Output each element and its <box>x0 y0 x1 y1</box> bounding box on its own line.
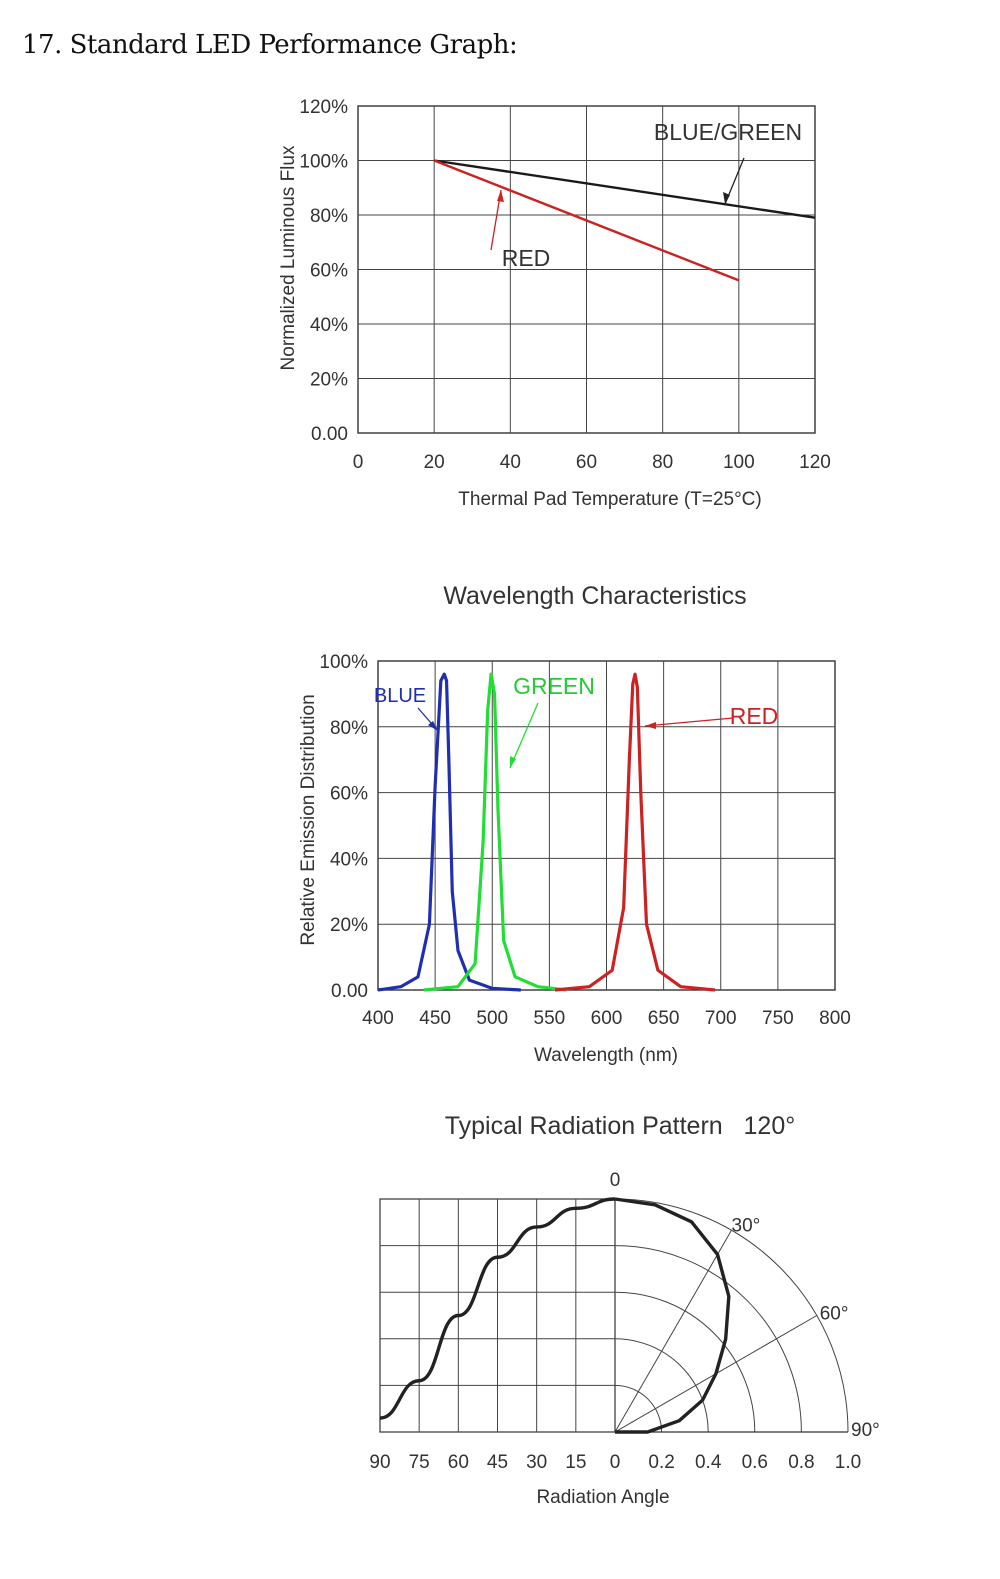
flux-x-tick-label: 100 <box>723 452 755 473</box>
wavelength-x-tick-label: 750 <box>762 1008 794 1029</box>
flux-x-tick-label: 120 <box>799 452 831 473</box>
radiation-angle-tick-label: 15 <box>565 1452 586 1473</box>
flux-series-line-0 <box>433 159 816 219</box>
radiation-x-axis-label: Radiation Angle <box>536 1487 669 1508</box>
flux-x-tick-label: 80 <box>652 452 673 473</box>
wavelength-grid <box>377 660 836 991</box>
wavelength-pointer-green-head <box>510 756 516 768</box>
flux-y-tick-label: 60% <box>310 261 348 282</box>
radiation-polar-label: 60° <box>820 1304 849 1325</box>
radiation-intensity-tick-label: 0.2 <box>648 1452 674 1473</box>
flux-x-tick-label: 40 <box>500 452 521 473</box>
radiation-polar-label: 30° <box>732 1215 761 1236</box>
wavelength-x-ticks: 400 450 500 550 600 650 700 750 800 <box>362 1008 851 1029</box>
wavelength-x-axis-label: Wavelength (nm) <box>534 1045 678 1066</box>
radiation-arc <box>614 1291 756 1433</box>
wavelength-x-tick-label: 500 <box>476 1008 508 1029</box>
radiation-chart-title: Typical Radiation Pattern 120° <box>445 1112 795 1140</box>
radiation-arc <box>614 1384 663 1433</box>
page-heading: 17. Standard LED Performance Graph: <box>22 30 518 60</box>
flux-x-tick-label: 0 <box>353 452 364 473</box>
wavelength-x-tick-label: 700 <box>705 1008 737 1029</box>
radiation-intensity-tick-label: 0.4 <box>695 1452 722 1473</box>
wavelength-series-line-1 <box>423 672 567 992</box>
wavelength-x-tick-label: 800 <box>819 1008 851 1029</box>
radiation-grid <box>379 1198 849 1433</box>
flux-x-tick-label: 20 <box>424 452 445 473</box>
radiation-polar-label-90: 90° <box>851 1420 880 1441</box>
flux-y-tick-label: 0.00 <box>311 424 348 445</box>
wavelength-chart: Wavelength Characteristics 0.00 20% 40% 60%… <box>298 582 851 1066</box>
wavelength-series <box>377 672 716 992</box>
radiation-angle-tick-label: 45 <box>487 1452 508 1473</box>
radiation-angle-tick-label: 30 <box>526 1452 547 1473</box>
flux-y-tick-label: 40% <box>310 315 348 336</box>
wavelength-legend-red: RED <box>730 703 779 729</box>
wavelength-x-tick-label: 600 <box>591 1008 623 1029</box>
wavelength-x-tick-label: 400 <box>362 1008 394 1029</box>
wavelength-y-tick-label: 60% <box>330 784 368 805</box>
radiation-angle-tick-label: 90 <box>369 1452 390 1473</box>
wavelength-chart-title: Wavelength Characteristics <box>443 582 746 610</box>
wavelength-x-tick-label: 450 <box>419 1008 451 1029</box>
radiation-polar-label-0: 0 <box>610 1170 621 1191</box>
wavelength-y-tick-label: 20% <box>330 915 368 936</box>
wavelength-legend-blue: BLUE <box>374 685 426 707</box>
wavelength-y-tick-label: 0.00 <box>331 981 368 1002</box>
flux-legend-blue-green: BLUE/GREEN <box>654 119 802 145</box>
radiation-intensity-tick-label: 0.6 <box>742 1452 768 1473</box>
wavelength-y-axis-label: Relative Emission Distribution <box>298 694 319 945</box>
flux-chart: 0.00 20% 40% 60% 80% 100% 120% 0 20 40 60 80 100 120… <box>278 97 831 510</box>
radiation-chart: Typical Radiation Pattern 120° 90 75 60 45 3… <box>369 1112 879 1508</box>
flux-legend-red: RED <box>502 245 551 271</box>
wavelength-pointer-red <box>644 717 734 727</box>
radiation-arc <box>614 1198 849 1433</box>
radiation-radial-line <box>614 1229 732 1433</box>
radiation-angle-tick-label: 60 <box>448 1452 469 1473</box>
wavelength-pointer-red-head <box>645 722 656 729</box>
wavelength-y-tick-label: 40% <box>330 849 368 870</box>
radiation-arc <box>614 1245 802 1433</box>
flux-y-axis-label: Normalized Luminous Flux <box>278 145 299 370</box>
flux-pointer-blue-green-head <box>723 192 730 204</box>
flux-grid <box>357 105 816 434</box>
radiation-angle-tick-label: 75 <box>409 1452 430 1473</box>
wavelength-y-tick-label: 100% <box>319 652 368 673</box>
flux-x-ticks: 0 20 40 60 80 100 120 <box>353 452 831 473</box>
flux-y-ticks: 0.00 20% 40% 60% 80% 100% 120% <box>299 97 348 445</box>
radiation-intensity-tick-label: 1.0 <box>835 1452 861 1473</box>
flux-x-axis-label: Thermal Pad Temperature (T=25°C) <box>458 489 761 510</box>
radiation-angle-tick-label: 0 <box>610 1452 621 1473</box>
flux-x-tick-label: 60 <box>576 452 597 473</box>
wavelength-x-tick-label: 650 <box>648 1008 680 1029</box>
wavelength-x-tick-label: 550 <box>534 1008 566 1029</box>
radiation-polar-curve <box>614 1197 731 1434</box>
radiation-intensity-tick-label: 0.8 <box>788 1452 814 1473</box>
flux-series <box>433 159 816 282</box>
flux-series-line-1 <box>433 159 740 282</box>
wavelength-pointer-green <box>509 702 539 769</box>
flux-y-tick-label: 80% <box>310 206 348 227</box>
radiation-ticks: 90 75 60 45 30 15 0 0.2 0.4 0.6 0.8 1.0 0 30° 60° 90° <box>369 1170 879 1473</box>
flux-pointer-red-head <box>497 190 504 202</box>
wavelength-legend-green: GREEN <box>513 673 595 699</box>
radiation-angle-profile-curve <box>379 1197 616 1420</box>
flux-y-tick-label: 100% <box>299 152 348 173</box>
radiation-arc <box>614 1338 709 1433</box>
wavelength-series-line-2 <box>554 672 716 992</box>
wavelength-y-ticks: 0.00 20% 40% 60% 80% 100% <box>319 652 368 1002</box>
wavelength-pointer-blue-head <box>428 721 438 731</box>
flux-y-tick-label: 120% <box>299 97 348 118</box>
flux-y-tick-label: 20% <box>310 370 348 391</box>
radiation-series <box>379 1197 731 1434</box>
wavelength-y-tick-label: 80% <box>330 718 368 739</box>
